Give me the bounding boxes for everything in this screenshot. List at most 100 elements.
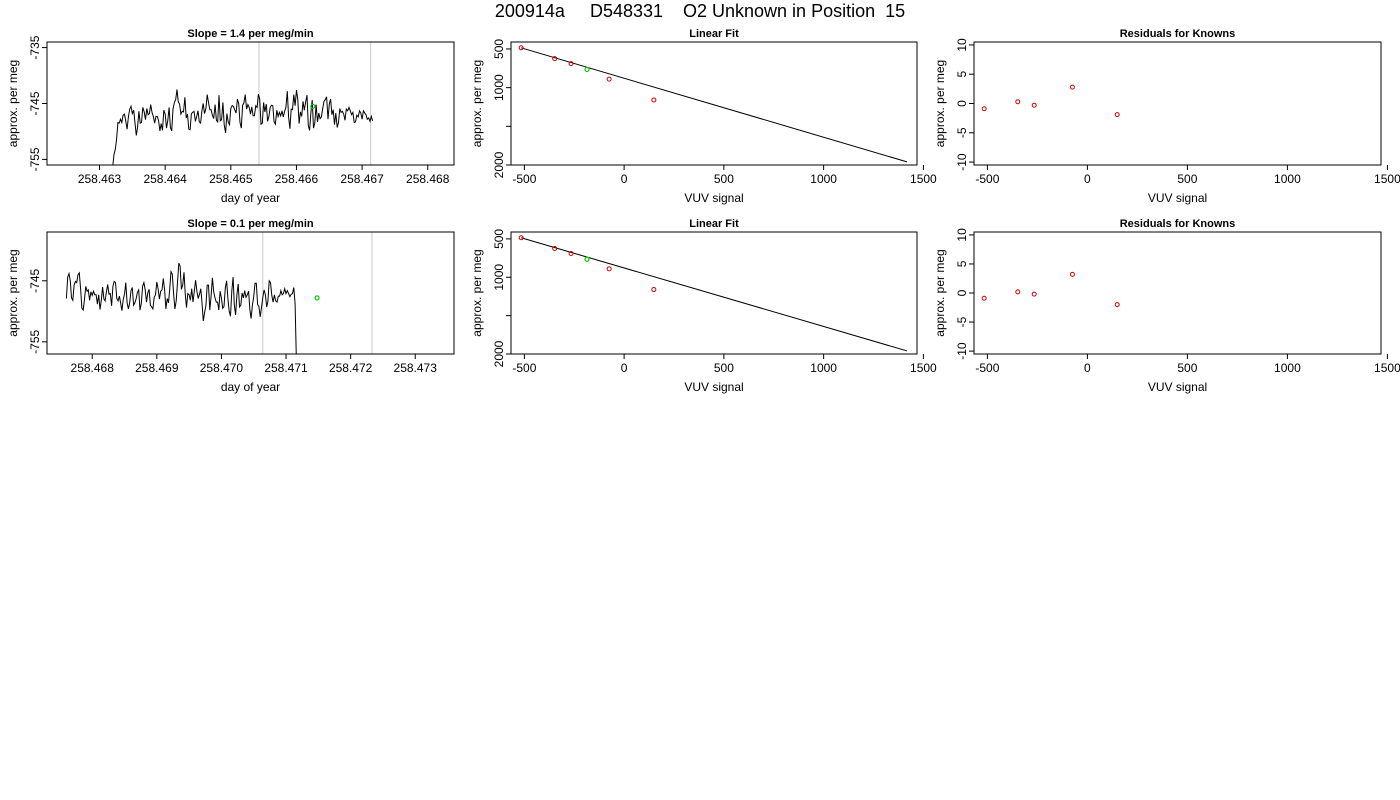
y-tick-label: 10 (955, 38, 969, 52)
x-tick-label: 1500 (910, 361, 937, 375)
y-tick-label: -10 (955, 342, 969, 360)
panel-title: Slope = 0.1 per meg/min (187, 218, 314, 230)
y-tick-label: 1000 (492, 74, 506, 101)
data-point (1069, 84, 1075, 90)
x-tick-label: 258.468 (406, 172, 450, 186)
plot-frame (46, 231, 455, 355)
panel-title: Slope = 1.4 per meg/min (187, 28, 314, 40)
data-point (1015, 289, 1021, 295)
y-tick-label: -755 (28, 329, 42, 353)
panel-title: Linear Fit (689, 28, 739, 40)
panel-title: Residuals for Knowns (1120, 28, 1236, 40)
x-tick-label: -500 (975, 361, 999, 375)
panel-3: Residuals for Knowns -500 0 500 1000 1500 VUV … (933, 28, 1400, 205)
x-tick-label: 1000 (810, 361, 837, 375)
x-tick-label: 1000 (1274, 172, 1301, 186)
x-tick-label: 0 (621, 172, 628, 186)
panel-5: Linear Fit -500 0 500 1000 1500 VUV signal 2000… (470, 218, 937, 394)
y-axis-label: approx. per meg (933, 249, 947, 336)
y-tick-label: 2000 (492, 151, 506, 178)
data-point (568, 61, 574, 67)
y-tick-label: 500 (492, 229, 506, 249)
y-tick-label: 0 (955, 100, 969, 107)
y-tick-label: -755 (28, 147, 42, 171)
x-tick-label: 258.469 (135, 361, 179, 375)
x-tick-label: -500 (512, 172, 536, 186)
y-tick-label: -745 (28, 91, 42, 115)
page-title: 200914a D548331 O2 Unknown in Position 1… (494, 1, 906, 21)
x-tick-label: 1000 (810, 172, 837, 186)
data-point (981, 106, 987, 112)
fit-line (521, 47, 908, 163)
y-axis-label: approx. per meg (933, 60, 947, 147)
panel-title: Residuals for Knowns (1120, 218, 1236, 230)
x-tick-label: 258.471 (264, 361, 308, 375)
y-tick-label: 0 (955, 289, 969, 296)
x-axis-label: VUV signal (684, 380, 743, 394)
x-tick-label: 258.466 (275, 172, 319, 186)
panel-6: Residuals for Knowns -500 0 500 1000 1500 VUV … (933, 218, 1400, 394)
data-layer (981, 84, 1120, 118)
x-axis-label: day of year (221, 380, 280, 394)
y-tick-label: 5 (955, 71, 969, 78)
plot-frame (46, 41, 455, 166)
x-tick-label: 258.465 (209, 172, 253, 186)
x-tick-label: 258.468 (71, 361, 115, 375)
x-tick-label: 1000 (1274, 361, 1301, 375)
data-point (606, 76, 612, 82)
x-tick-label: 1500 (1374, 172, 1400, 186)
y-tick-label: -5 (955, 127, 969, 138)
y-tick-label: -10 (955, 153, 969, 171)
data-point (1031, 102, 1037, 108)
unknown-point (584, 66, 590, 73)
y-tick-label: 10 (955, 228, 969, 242)
data-layer (981, 271, 1120, 308)
data-point (1015, 99, 1021, 105)
y-tick-label: -5 (955, 316, 969, 327)
data-layer (112, 42, 374, 165)
data-point (568, 250, 574, 256)
data-point (552, 245, 558, 251)
unknown-marker (314, 295, 320, 301)
x-tick-label: 258.467 (340, 172, 384, 186)
x-tick-label: 258.472 (329, 361, 373, 375)
plot-frame (510, 231, 918, 355)
x-tick-label: 0 (1084, 172, 1091, 186)
panel-1: Slope = 1.4 per meg/min 258.463 258.464 258… (6, 28, 455, 205)
y-axis-label: approx. per meg (6, 60, 20, 147)
x-tick-label: 258.464 (143, 172, 187, 186)
panel-2: Linear Fit -500 0 500 1000 1500 VUV signal 2000… (470, 28, 937, 205)
x-axis-label: day of year (221, 191, 280, 205)
y-tick-label: 5 (955, 260, 969, 267)
data-point (518, 45, 524, 51)
x-tick-label: 1500 (910, 172, 937, 186)
data-point (981, 295, 987, 301)
y-axis-label: approx. per meg (470, 249, 484, 336)
x-tick-label: 500 (714, 172, 734, 186)
x-tick-label: -500 (975, 172, 999, 186)
y-tick-label: 500 (492, 39, 506, 59)
data-point (552, 56, 558, 62)
x-tick-label: 500 (714, 361, 734, 375)
y-axis-label: approx. per meg (470, 60, 484, 147)
y-tick-label: -745 (28, 268, 42, 292)
data-point (1114, 302, 1120, 308)
data-point (606, 266, 612, 272)
x-tick-label: 500 (1177, 361, 1197, 375)
data-point (651, 287, 657, 293)
data-point (1069, 271, 1075, 277)
x-tick-label: 500 (1177, 172, 1197, 186)
y-axis-label: approx. per meg (6, 249, 20, 336)
y-tick-label: 2000 (492, 340, 506, 367)
panel-4: Slope = 0.1 per meg/min 258.468 258.469 258… (6, 218, 455, 394)
y-tick-label: -735 (28, 35, 42, 59)
y-tick-label: 1000 (492, 264, 506, 291)
data-point (1114, 112, 1120, 118)
series-line (65, 262, 297, 354)
x-tick-label: 1500 (1374, 361, 1400, 375)
x-axis-label: VUV signal (1148, 191, 1207, 205)
fit-line (521, 237, 908, 352)
data-layer (65, 232, 373, 354)
data-layer (518, 45, 908, 163)
